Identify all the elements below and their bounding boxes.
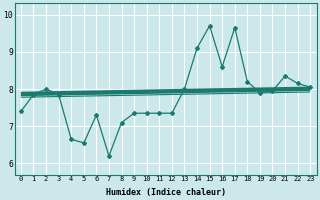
X-axis label: Humidex (Indice chaleur): Humidex (Indice chaleur) bbox=[106, 188, 226, 197]
